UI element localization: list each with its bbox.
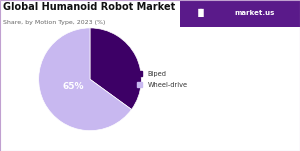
Text: (USD Billion), 2023: (USD Billion), 2023 <box>215 72 265 77</box>
Text: 2024-2033: 2024-2033 <box>226 124 254 129</box>
Text: CAGR: CAGR <box>232 112 247 117</box>
Wedge shape <box>39 28 131 131</box>
Legend: Biped, Wheel-drive: Biped, Wheel-drive <box>134 68 190 91</box>
FancyBboxPatch shape <box>180 0 300 27</box>
Text: ▐▌: ▐▌ <box>195 8 208 17</box>
Text: Global Humanoid Robot Market: Global Humanoid Robot Market <box>3 2 175 11</box>
Text: Share, by Motion Type, 2023 (%): Share, by Motion Type, 2023 (%) <box>3 20 105 25</box>
Text: Total Market Size: Total Market Size <box>218 60 262 65</box>
Text: 65%: 65% <box>63 82 84 92</box>
Text: market.us: market.us <box>234 10 274 16</box>
Text: 34.62%: 34.62% <box>217 88 263 98</box>
Text: $: $ <box>238 130 242 139</box>
Text: 1.5 B: 1.5 B <box>220 36 260 50</box>
Wedge shape <box>90 28 141 109</box>
